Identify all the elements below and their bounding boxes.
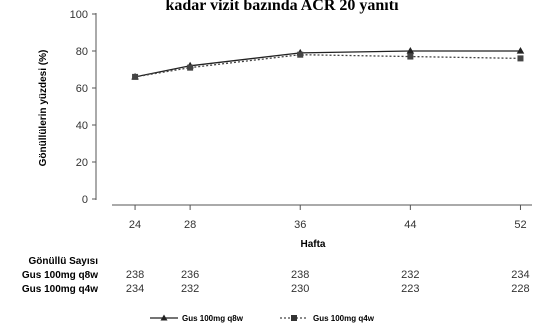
subjects-row-label-q8w: Gus 100mg q8w xyxy=(22,270,98,281)
data-point-q4w xyxy=(297,51,304,58)
plot-area: 0 20 40 60 80 100 24 28 36 44 52 xyxy=(70,9,532,231)
y-tick-label: 20 xyxy=(76,157,88,169)
subjects-table-header: Gönüllü Sayısı xyxy=(29,256,99,267)
legend-label-q8w: Gus 100mg q8w xyxy=(182,314,244,323)
y-tick-label: 60 xyxy=(76,83,88,95)
subjects-count: 232 xyxy=(401,269,419,281)
legend-marker-q4w xyxy=(291,315,297,321)
subjects-table: Gönüllü Sayısı Gus 100mg q8w Gus 100mg q… xyxy=(22,256,530,295)
data-point-q4w xyxy=(517,55,524,62)
chart-legend: Gus 100mg q8w Gus 100mg q4w xyxy=(150,314,375,323)
y-tick-label: 80 xyxy=(76,46,88,58)
legend-marker-q8w xyxy=(160,314,168,321)
data-point-q8w xyxy=(406,47,415,54)
subjects-count: 234 xyxy=(511,269,529,281)
y-axis-label: Gönüllülerin yüzdesi (%) xyxy=(38,50,49,167)
x-tick-label: 24 xyxy=(129,219,141,231)
x-axis-ticks: 24 28 36 44 52 xyxy=(129,205,527,231)
series-line-q4w xyxy=(134,54,521,78)
data-point-q8w xyxy=(516,47,525,54)
series-line-q8w xyxy=(134,50,521,78)
subjects-count: 223 xyxy=(401,283,419,295)
y-tick-label: 0 xyxy=(82,194,88,206)
subjects-count: 228 xyxy=(511,283,529,295)
y-tick-label: 100 xyxy=(70,9,88,21)
data-point-q4w xyxy=(132,73,139,80)
subjects-table-values: 238 236 238 232 234 234 232 230 223 228 xyxy=(126,269,530,295)
subjects-count: 232 xyxy=(181,283,199,295)
y-tick-label: 40 xyxy=(76,120,88,132)
subjects-row-label-q4w: Gus 100mg q4w xyxy=(22,284,98,295)
subjects-count: 238 xyxy=(291,269,309,281)
x-tick-label: 52 xyxy=(514,219,526,231)
chart-title: kadar vizit bazında ACR 20 yanıtı xyxy=(165,0,399,14)
x-tick-label: 28 xyxy=(184,219,196,231)
x-tick-label: 36 xyxy=(294,219,306,231)
legend-label-q4w: Gus 100mg q4w xyxy=(313,314,375,323)
y-axis-ticks: 0 20 40 60 80 100 xyxy=(70,9,96,206)
subjects-count: 236 xyxy=(181,269,199,281)
data-point-q4w xyxy=(407,53,414,60)
subjects-count: 238 xyxy=(126,269,144,281)
subjects-count: 230 xyxy=(291,283,309,295)
x-axis-label: Hafta xyxy=(300,239,325,250)
x-tick-label: 44 xyxy=(404,219,416,231)
series-layer xyxy=(131,47,525,80)
data-point-q4w xyxy=(187,64,194,71)
subjects-count: 234 xyxy=(126,283,144,295)
